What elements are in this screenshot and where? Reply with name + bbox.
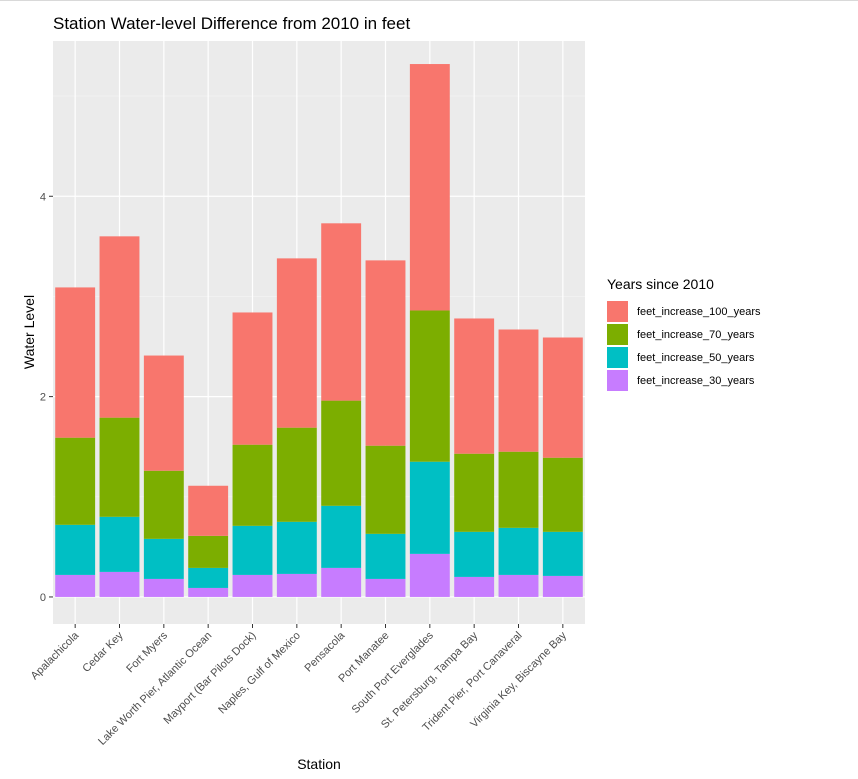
bar-segment: [55, 524, 96, 575]
x-tick-label: Fort Myers: [124, 629, 170, 675]
bar-segment: [498, 329, 539, 452]
bar-segment: [365, 578, 406, 597]
bar-segment: [542, 457, 583, 532]
legend-label: feet_increase_50_years: [637, 351, 755, 364]
x-axis-title: Station: [297, 756, 341, 772]
bar-segment: [143, 578, 184, 597]
bar-segment: [99, 516, 140, 572]
legend-key: [607, 347, 628, 368]
bar-segment: [498, 451, 539, 528]
legend-item: feet_increase_70_years: [607, 323, 761, 346]
legend-key: [607, 324, 628, 345]
x-tick-label: Virginia Key, Biscayne Bay: [468, 629, 569, 730]
x-tick-label: Mayport (Bar Pilots Dock): [162, 630, 259, 727]
legend-title: Years since 2010: [607, 276, 714, 292]
bar-segment: [99, 417, 140, 517]
legend-items: feet_increase_100_years feet_increase_70_…: [607, 300, 761, 392]
bar-segment: [232, 574, 273, 597]
bar-segment: [498, 527, 539, 575]
bar-segment: [498, 574, 539, 597]
bar-segment: [409, 461, 450, 554]
legend: Years since 2010 feet_increase_100_years…: [607, 276, 761, 392]
bar-segment: [55, 437, 96, 525]
bar-segment: [188, 485, 229, 536]
x-tick-label: South Port Everglades: [350, 629, 437, 716]
bar-segment: [454, 318, 495, 454]
bar-segment: [232, 312, 273, 445]
legend-label: feet_increase_70_years: [637, 328, 755, 341]
bar-segment: [542, 531, 583, 576]
bar-segment: [276, 427, 317, 522]
plot-panel: [53, 41, 585, 624]
bar-segment: [99, 236, 140, 418]
legend-label: feet_increase_100_years: [637, 305, 761, 318]
legend-item: feet_increase_100_years: [607, 300, 761, 323]
bar-segment: [409, 310, 450, 462]
x-tick-label: Naples, Gulf of Mexico: [216, 630, 303, 717]
bar-segment: [365, 533, 406, 579]
bar-segment: [542, 337, 583, 458]
x-tick-label: Apalachicola: [29, 629, 82, 682]
bar-segment: [542, 575, 583, 597]
bar-segment: [276, 258, 317, 428]
top-border: [0, 0, 858, 1]
x-tick-label: Cedar Key: [80, 629, 126, 675]
x-tick-label: Pensacola: [302, 629, 347, 674]
bar-segment: [188, 567, 229, 588]
bar-segment: [454, 576, 495, 597]
bar-segment: [454, 453, 495, 532]
bar-segment: [276, 573, 317, 597]
legend-key: [607, 370, 628, 391]
bar-segment: [232, 525, 273, 575]
bar-segment: [321, 505, 362, 568]
bar-segment: [321, 567, 362, 597]
bar-segment: [454, 531, 495, 577]
bar-segment: [365, 445, 406, 534]
bar-segment: [143, 470, 184, 539]
bar-segment: [143, 355, 184, 471]
bars: [55, 64, 583, 597]
bar-segment: [188, 535, 229, 568]
bar-segment: [321, 400, 362, 506]
legend-item: feet_increase_50_years: [607, 346, 761, 369]
bar-segment: [232, 444, 273, 526]
legend-label: feet_increase_30_years: [637, 374, 755, 387]
y-tick-label: 0: [40, 592, 46, 604]
bar-segment: [188, 587, 229, 597]
y-axis-title: Water Level: [21, 295, 37, 369]
bar-segment: [55, 574, 96, 597]
bar-segment: [365, 260, 406, 446]
bar-segment: [55, 287, 96, 438]
bar-segment: [143, 538, 184, 579]
chart-title: Station Water-level Difference from 2010…: [53, 14, 411, 33]
legend-item: feet_increase_30_years: [607, 369, 761, 392]
bar-segment: [409, 553, 450, 597]
legend-key: [607, 301, 628, 322]
y-tick-label: 2: [40, 392, 46, 404]
y-tick-label: 4: [40, 191, 46, 203]
bar-segment: [99, 571, 140, 597]
bar-segment: [276, 521, 317, 574]
bar-segment: [321, 223, 362, 401]
bar-segment: [409, 64, 450, 311]
